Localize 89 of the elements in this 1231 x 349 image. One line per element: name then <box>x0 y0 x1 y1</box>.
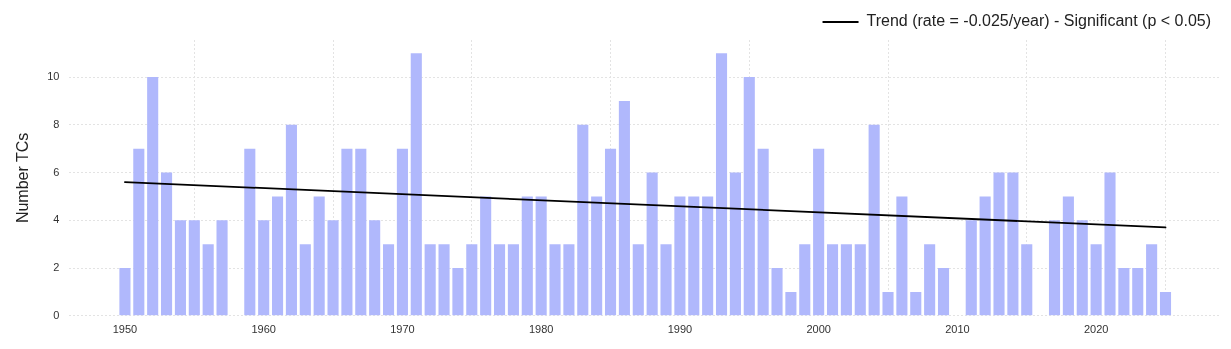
x-tick-label: 2020 <box>1083 323 1109 336</box>
bar <box>910 291 922 316</box>
bar <box>285 124 297 316</box>
bar <box>382 244 395 316</box>
bar <box>355 148 367 316</box>
bar <box>1132 268 1144 316</box>
bar <box>882 291 894 316</box>
x-tick-label: 1960 <box>251 323 276 336</box>
bar <box>979 196 991 316</box>
bar <box>1076 220 1088 316</box>
bar <box>521 196 533 316</box>
bar <box>563 244 575 316</box>
bar <box>868 124 880 316</box>
bar <box>161 172 173 316</box>
bar <box>702 196 714 316</box>
bar <box>785 291 797 316</box>
bar <box>937 268 950 316</box>
bar <box>1007 172 1019 316</box>
bar <box>341 148 353 316</box>
bar <box>493 244 506 316</box>
bar <box>216 220 228 316</box>
y-tick-label: 10 <box>47 70 60 83</box>
bar <box>840 244 852 316</box>
x-tick-label: 1980 <box>528 323 554 336</box>
bar <box>119 268 131 316</box>
bar <box>1104 172 1116 316</box>
bar <box>258 220 270 316</box>
bar <box>202 244 214 316</box>
bar <box>1159 291 1172 316</box>
y-tick-label: 2 <box>53 261 60 274</box>
bar <box>438 244 450 316</box>
bar <box>757 148 769 316</box>
bar <box>993 172 1005 316</box>
bar <box>466 244 478 316</box>
bar <box>688 196 700 316</box>
bar <box>188 220 200 316</box>
bar <box>1090 244 1102 316</box>
bar <box>604 148 617 316</box>
bar <box>674 196 686 316</box>
x-tick-label: 1950 <box>112 323 138 336</box>
bar <box>313 196 325 316</box>
y-tick-label: 4 <box>53 213 60 226</box>
bar <box>1146 244 1158 316</box>
bar <box>327 220 339 316</box>
bar <box>646 172 658 316</box>
y-tick-label: 6 <box>53 165 60 178</box>
bar <box>799 244 811 316</box>
bar <box>632 244 644 316</box>
bar <box>549 244 561 316</box>
x-tick-label: 1990 <box>667 323 693 336</box>
bar <box>826 244 839 316</box>
bar <box>577 124 589 316</box>
y-tick-label: 0 <box>53 308 60 321</box>
bar <box>771 268 783 316</box>
bar <box>410 53 422 316</box>
bar <box>535 196 547 316</box>
x-tick-label: 2010 <box>945 323 970 336</box>
bar <box>1048 220 1061 316</box>
bar <box>299 244 311 316</box>
bar <box>924 244 936 316</box>
bar <box>896 196 908 316</box>
bar <box>854 244 866 316</box>
bar <box>147 77 159 316</box>
y-tick-label: 8 <box>53 117 60 130</box>
bar <box>452 268 464 316</box>
bar <box>1021 244 1033 316</box>
bar <box>1118 268 1130 316</box>
bar <box>133 148 145 316</box>
bar <box>396 148 408 316</box>
y-axis-title: Number TCs <box>14 132 32 224</box>
bar <box>174 220 186 316</box>
bar <box>743 77 755 316</box>
bar <box>507 244 519 316</box>
bar <box>272 196 284 316</box>
bar <box>424 244 436 316</box>
bar <box>244 148 256 316</box>
bar <box>660 244 672 316</box>
bar <box>618 100 630 316</box>
bar <box>715 53 728 316</box>
bar <box>813 148 825 316</box>
bar <box>729 172 741 316</box>
bar <box>369 220 381 316</box>
x-tick-label: 1970 <box>390 323 415 336</box>
bar <box>1062 196 1074 316</box>
bar <box>591 196 603 316</box>
x-tick-label: 2000 <box>806 323 831 336</box>
bar <box>480 196 492 316</box>
legend-label: Trend (rate = -0.025/year) - Significant (p < 0.05) <box>866 12 1212 30</box>
bar <box>965 220 977 316</box>
